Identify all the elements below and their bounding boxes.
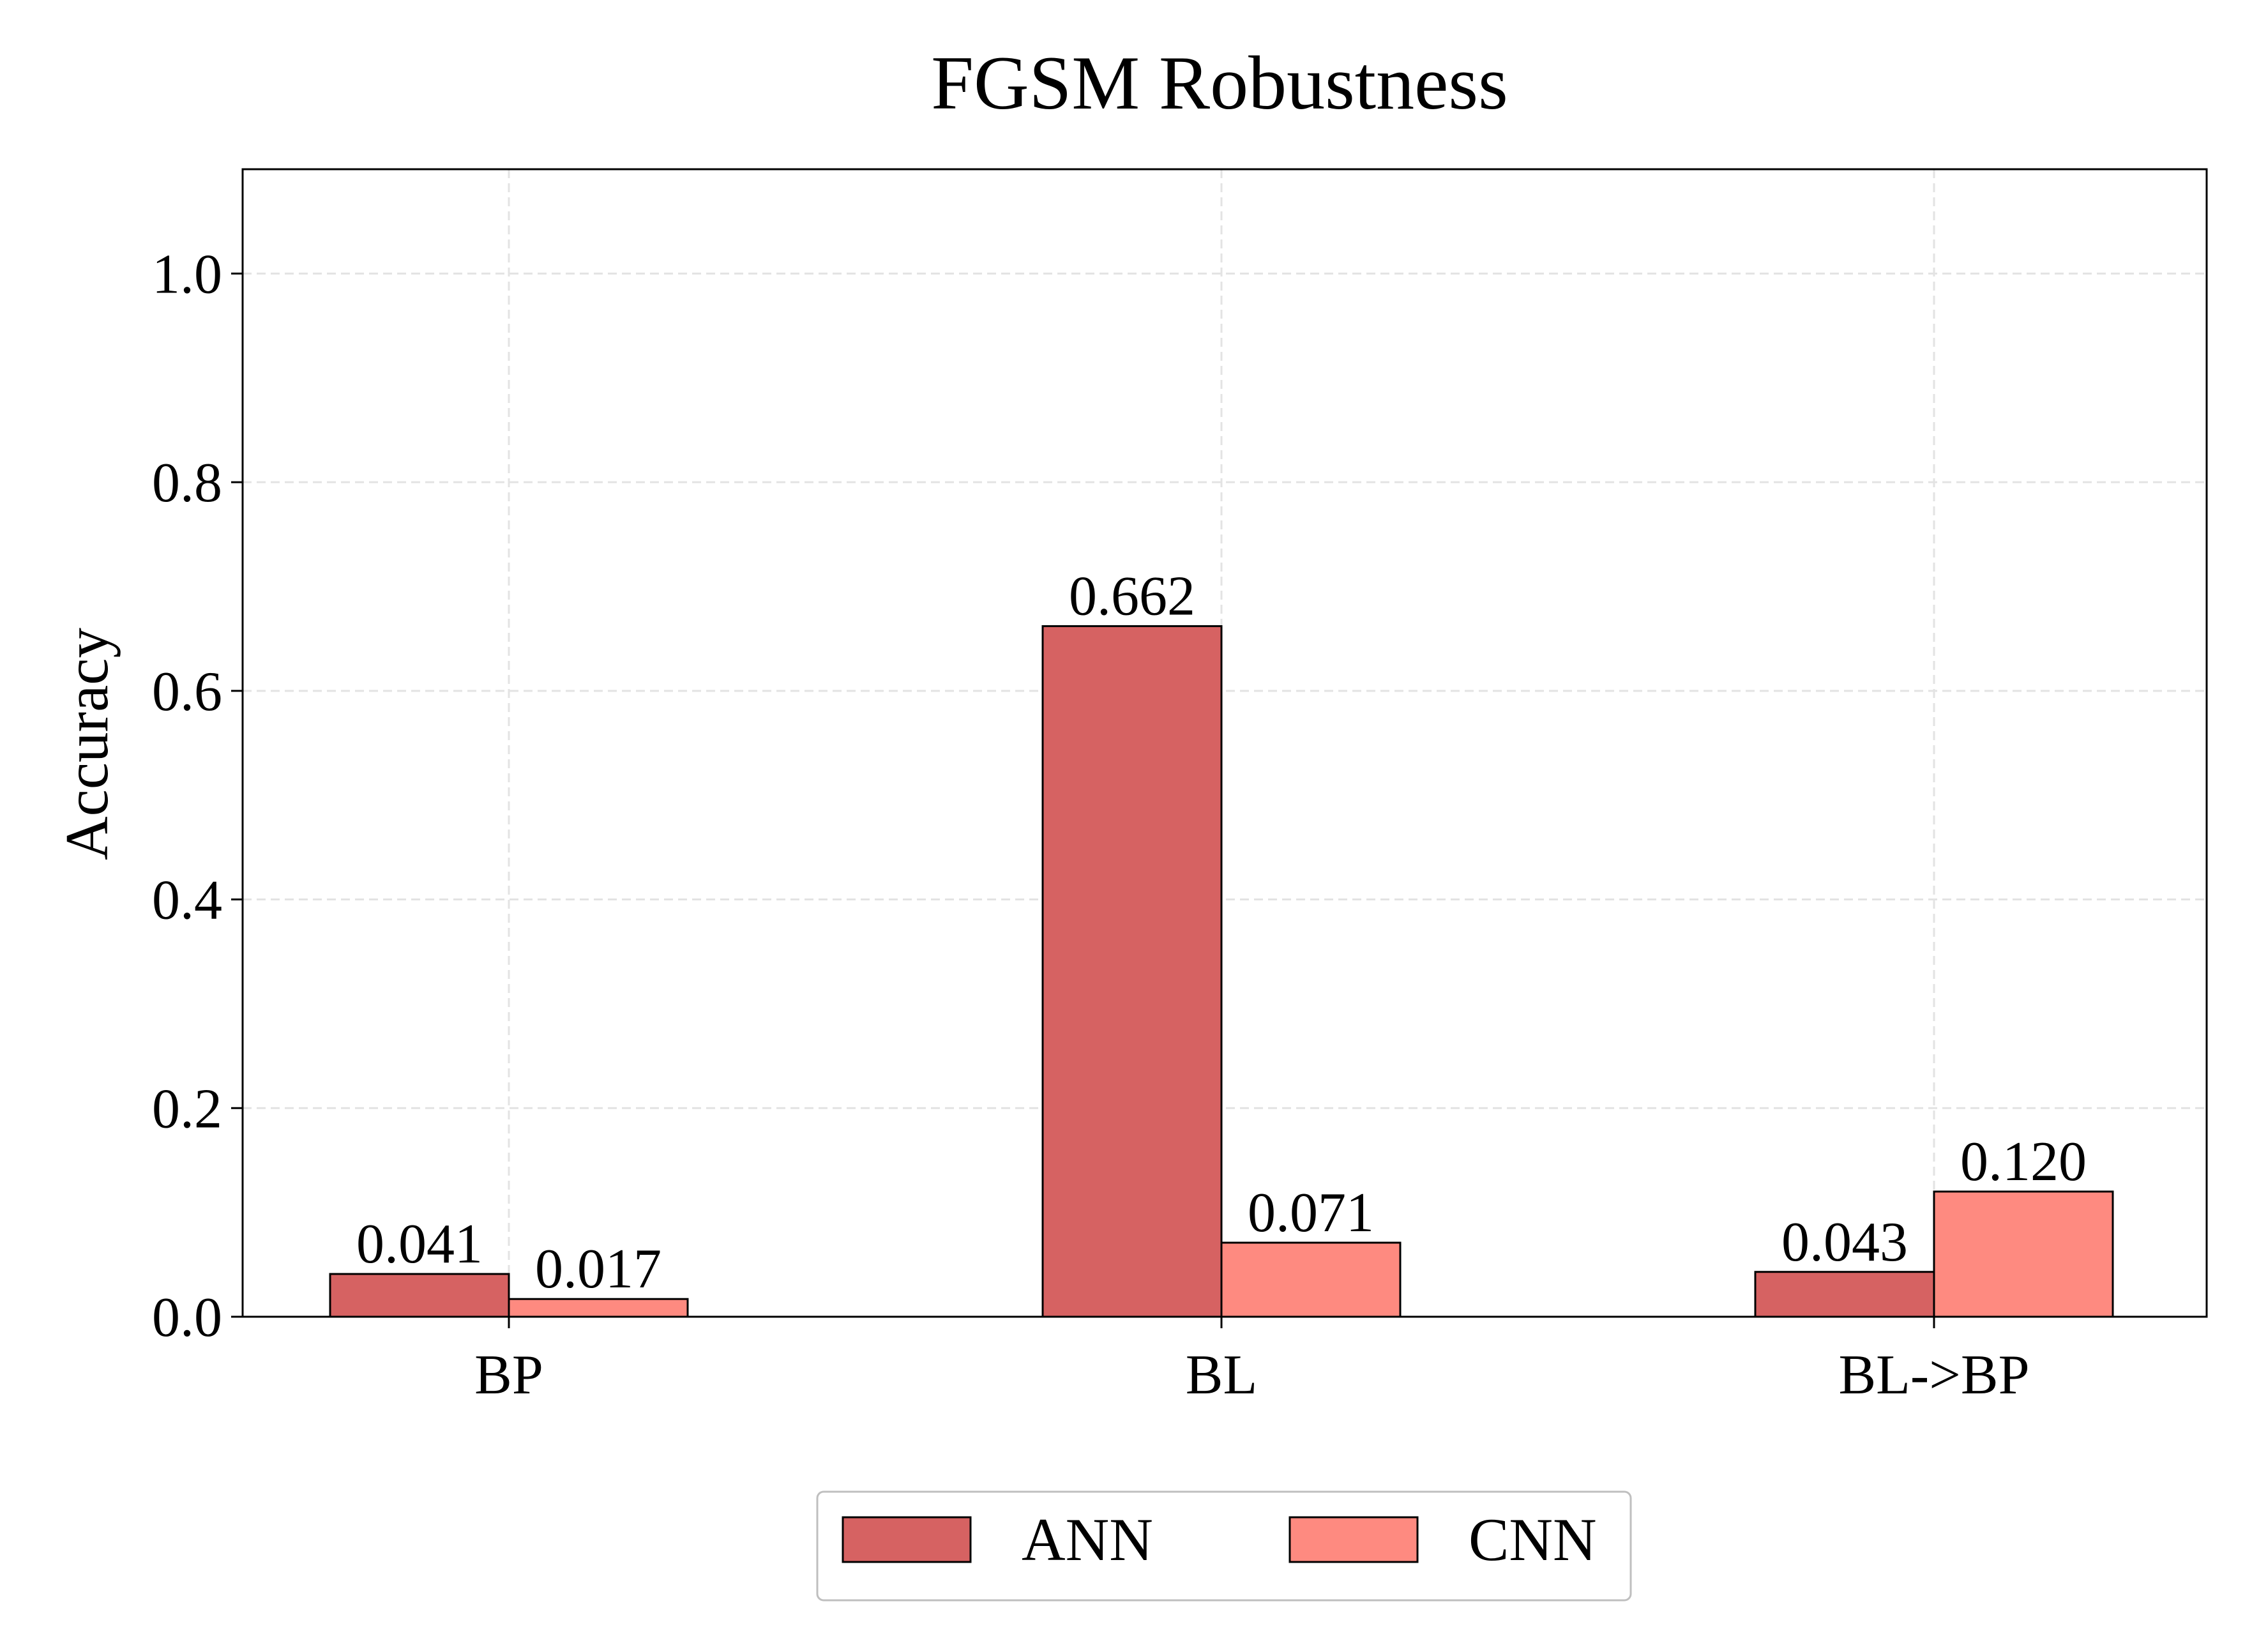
- bar-cnn-1: [508, 1298, 689, 1318]
- x-tick-label: BL: [1186, 1344, 1257, 1406]
- bar-cnn-3: [1933, 1190, 2114, 1318]
- y-axis-label: Accuracy: [53, 628, 121, 860]
- bar-ann-3: [1754, 1271, 1935, 1318]
- x-tick-label: BP: [474, 1344, 543, 1406]
- y-tick-label: 0.2: [152, 1078, 222, 1140]
- bar-value-label: 0.017: [535, 1238, 661, 1300]
- y-tick-label: 0.8: [152, 452, 222, 514]
- grid-lines: [243, 169, 2207, 1318]
- y-tick-label: 0.0: [152, 1287, 222, 1349]
- legend-frame: [816, 1490, 1632, 1602]
- bar-value-labels: 0.041 0.662 0.043 0.017 0.071 0.120: [356, 566, 2087, 1301]
- y-tick-label: 0.4: [152, 870, 222, 932]
- legend-label-cnn: CNN: [1469, 1506, 1597, 1573]
- bar-ann-1: [329, 1273, 510, 1318]
- y-tick-label: 0.6: [152, 661, 222, 723]
- bar-cnn-2: [1220, 1241, 1402, 1318]
- y-axis-ticks: 0.0 0.2 0.4 0.6 0.8 1.0: [152, 243, 243, 1349]
- chart-title: FGSM Robustness: [931, 40, 1508, 125]
- bar-value-label: 0.043: [1781, 1211, 1908, 1273]
- x-axis-ticks: BP BL BL->BP: [474, 1317, 2030, 1406]
- legend-label-ann: ANN: [1022, 1506, 1153, 1573]
- y-tick-label: 1.0: [152, 243, 222, 305]
- bar-value-label: 0.662: [1069, 566, 1195, 628]
- bar-value-label: 0.120: [1960, 1131, 2087, 1193]
- x-tick-label: BL->BP: [1838, 1344, 2029, 1406]
- plot-frame: [241, 168, 2208, 1318]
- legend-swatch-cnn: [1288, 1516, 1419, 1563]
- bar-ann-2: [1041, 625, 1223, 1318]
- bar-value-label: 0.041: [356, 1213, 483, 1275]
- bar-value-label: 0.071: [1248, 1182, 1374, 1244]
- legend-swatch-ann: [842, 1516, 972, 1563]
- legend: ANN CNN: [816, 1490, 1632, 1602]
- bars: [329, 625, 2114, 1318]
